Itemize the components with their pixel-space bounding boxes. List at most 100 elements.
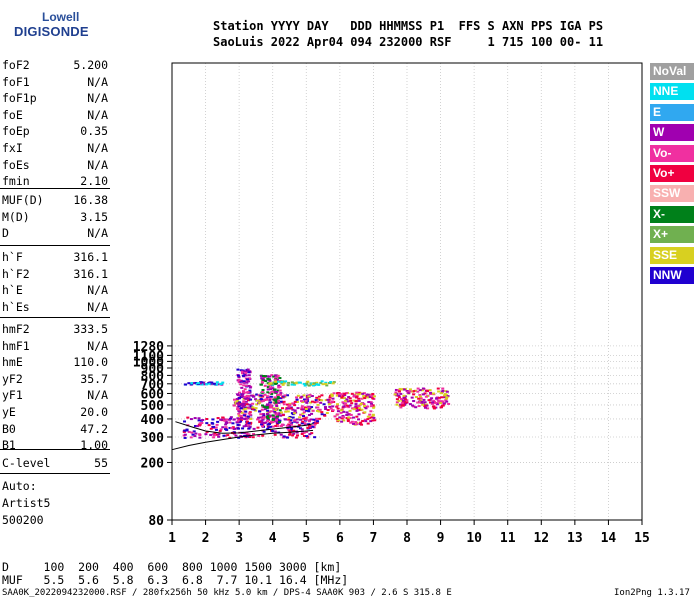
echo-point	[238, 396, 242, 399]
echo-point	[438, 402, 442, 405]
echo-point	[398, 405, 402, 408]
echo-point	[265, 405, 269, 408]
echo-point	[271, 390, 275, 393]
echo-point	[280, 407, 284, 410]
echo-point	[248, 413, 252, 416]
echo-point	[248, 425, 252, 428]
echo-point	[241, 369, 245, 372]
x-tick-label: 14	[601, 531, 617, 546]
echo-point	[445, 390, 449, 393]
echo-point	[395, 403, 399, 406]
echo-point	[395, 398, 399, 401]
echo-point	[244, 380, 248, 383]
echo-point	[435, 402, 439, 405]
echo-point	[293, 419, 297, 422]
echo-point	[321, 383, 325, 386]
echo-point	[359, 402, 363, 405]
param-name: yE	[2, 405, 16, 419]
echo-point	[371, 392, 375, 395]
echo-point	[236, 402, 240, 405]
echo-point	[262, 421, 266, 424]
echo-point	[336, 410, 340, 413]
echo-point	[241, 390, 245, 393]
echo-point	[239, 414, 243, 417]
echo-point	[200, 421, 204, 424]
echo-point	[408, 390, 412, 393]
echo-point	[291, 408, 295, 411]
echo-point	[212, 436, 216, 439]
echo-point	[335, 417, 339, 420]
echo-point	[241, 427, 245, 430]
echo-point	[269, 406, 273, 409]
echo-point	[276, 374, 280, 377]
echo-point	[431, 392, 435, 395]
param-row: B0 47.2	[2, 422, 108, 437]
echo-point	[234, 434, 238, 437]
echo-point	[295, 421, 299, 424]
panel-separator	[0, 188, 110, 189]
echo-point	[445, 396, 449, 399]
param-name: foEs	[2, 157, 30, 172]
echo-point	[243, 418, 247, 421]
echo-point	[310, 432, 314, 435]
echo-point	[224, 434, 228, 437]
echo-point	[270, 392, 274, 395]
echo-point	[287, 418, 291, 421]
echo-point	[258, 400, 262, 403]
echo-point	[418, 389, 422, 392]
param-name: D	[2, 226, 9, 241]
echo-point	[363, 411, 367, 414]
echo-point	[273, 411, 277, 414]
echo-point	[369, 402, 373, 405]
echo-point	[332, 392, 336, 395]
echo-point	[417, 405, 421, 408]
echo-point	[306, 426, 310, 429]
echo-point	[317, 383, 321, 386]
param-row: hmF1 N/A	[2, 339, 108, 354]
echo-point	[362, 395, 366, 398]
echo-point	[284, 380, 288, 383]
echo-point	[304, 399, 308, 402]
echo-point	[254, 398, 258, 401]
echo-point	[182, 430, 186, 433]
echo-point	[418, 394, 422, 397]
echo-point	[246, 420, 250, 423]
echo-point	[276, 394, 280, 397]
echo-point	[274, 402, 278, 405]
echo-point	[237, 427, 241, 430]
echo-point	[405, 390, 409, 393]
echo-point	[290, 427, 294, 430]
echo-point	[444, 398, 448, 401]
echo-point	[363, 397, 367, 400]
echo-point	[349, 413, 353, 416]
echo-point	[305, 383, 309, 386]
echo-point	[315, 400, 319, 403]
echo-point	[243, 414, 247, 417]
echo-point	[344, 399, 348, 402]
echo-point	[411, 404, 415, 407]
param-value: 20.0	[80, 405, 108, 419]
x-tick-label: 3	[235, 531, 243, 546]
param-row: foF1 N/A	[2, 75, 108, 90]
echo-point	[230, 427, 234, 430]
echo-point	[429, 391, 433, 394]
echo-point	[299, 413, 303, 416]
echo-point	[198, 433, 202, 436]
param-row: hmF2 333.5	[2, 322, 108, 337]
echo-point	[364, 420, 368, 423]
echo-point	[223, 418, 227, 421]
echo-point	[325, 384, 329, 387]
echo-point	[344, 402, 348, 405]
echo-point	[296, 434, 300, 437]
echo-point	[211, 418, 215, 421]
echo-point	[268, 392, 272, 395]
echo-point	[303, 408, 307, 411]
echo-point	[293, 409, 297, 412]
echo-point	[372, 416, 376, 419]
echo-point	[271, 421, 275, 424]
echo-point	[318, 399, 322, 402]
echo-point	[408, 388, 412, 391]
logo-digisonde: DIGISONDE	[14, 24, 89, 39]
echo-point	[247, 377, 251, 380]
echo-point	[278, 419, 282, 422]
